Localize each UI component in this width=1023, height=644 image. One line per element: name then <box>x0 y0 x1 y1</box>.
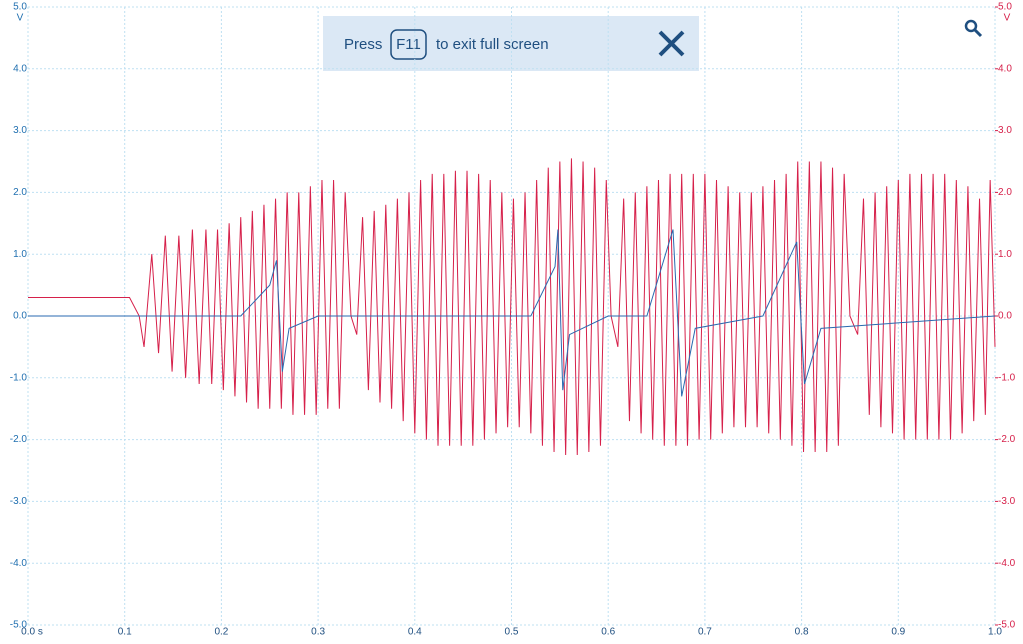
x-tick-label: 0.2 <box>214 627 228 638</box>
y-tick-label: -5.0 <box>10 620 28 631</box>
x-tick-label: 0.3 <box>311 627 325 638</box>
y-tick-label: -3.0 <box>10 496 28 507</box>
banner-text: to exit full screen <box>436 36 549 53</box>
x-tick-label: 0.8 <box>795 627 809 638</box>
x-tick-label: 0.4 <box>408 627 422 638</box>
x-tick-label: 0.5 <box>505 627 519 638</box>
x-tick-label: 0.0 s <box>21 627 43 638</box>
y2-tick-label: 4.0 <box>998 63 1012 74</box>
y-tick-label: 4.0 <box>13 63 27 74</box>
y2-tick-label: -4.0 <box>998 558 1016 569</box>
y2-tick-label: 3.0 <box>998 125 1012 136</box>
x-tick-label: 0.6 <box>601 627 615 638</box>
full-screen-banner: Press F11 to exit full screen <box>323 16 699 71</box>
x-tick-label: 0.1 <box>118 627 132 638</box>
y-tick-label: 2.0 <box>13 187 27 198</box>
y-tick-label: -2.0 <box>10 434 28 445</box>
y-tick-label: 3.0 <box>13 125 27 136</box>
plot: 0.0 s 0.1 0.2 0.3 0.4 0.5 0.6 0.7 0.8 0.9 1.0 5.0 4.… <box>10 2 1016 638</box>
y2-tick-label: -5.0 <box>998 620 1016 631</box>
y2-tick-label: 0.0 <box>998 311 1012 322</box>
y2-tick-label: -2.0 <box>998 434 1016 445</box>
x-tick-label: 1.0 <box>988 627 1002 638</box>
y-unit: V <box>17 13 24 24</box>
y-tick-label: 0.0 <box>13 311 27 322</box>
key-box <box>390 29 427 60</box>
y-tick-label: -4.0 <box>10 558 28 569</box>
banner-key: F11 <box>396 36 421 53</box>
y-tick-label: 1.0 <box>13 249 27 260</box>
y-tick-label: 5.0 <box>13 2 27 13</box>
x-tick-label: 0.9 <box>891 627 905 638</box>
zoom-icon[interactable] <box>964 19 983 38</box>
y2-tick-label: 2.0 <box>998 187 1012 198</box>
y2-tick-label: 5.0 <box>998 2 1012 13</box>
y2-tick-label: -1.0 <box>998 372 1016 383</box>
trace <box>28 158 996 456</box>
y2-tick-label: -3.0 <box>998 496 1016 507</box>
close-button[interactable] <box>658 30 685 57</box>
y-tick-label: -1.0 <box>10 372 28 383</box>
banner-press: Press <box>344 36 382 53</box>
trace <box>28 229 996 397</box>
x-tick-label: 0.7 <box>698 627 712 638</box>
y2-tick-label: 1.0 <box>998 249 1012 260</box>
y2-unit: V <box>1004 13 1011 24</box>
